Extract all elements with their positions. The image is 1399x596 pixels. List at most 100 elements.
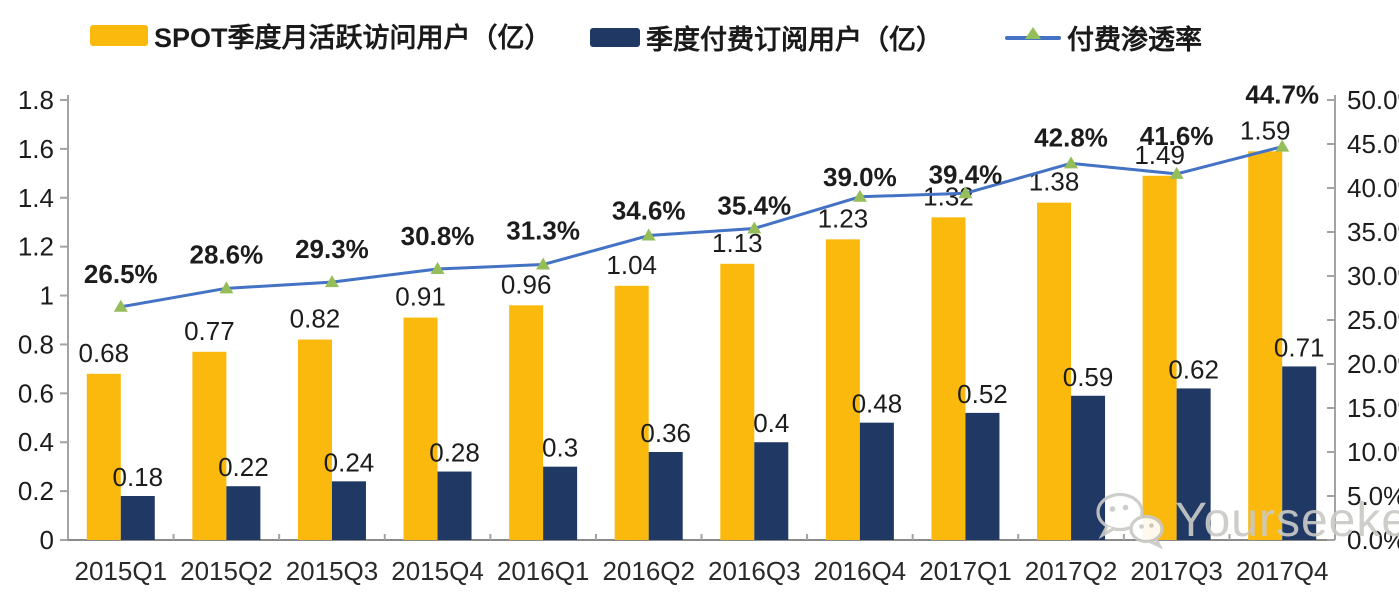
bar-mau	[86, 373, 121, 540]
bar-mau	[1248, 151, 1283, 541]
left-axis-tick-label: 0.8	[18, 329, 54, 359]
triangle-marker	[641, 228, 656, 241]
triangle-marker	[1064, 156, 1079, 169]
legend-item-penetration: 付费渗透率	[1005, 18, 1202, 57]
legend-label-mau: SPOT季度月活跃访问用户（亿）	[154, 23, 552, 53]
bar-subscribers	[120, 496, 155, 540]
legend-item-mau: SPOT季度月活跃访问用户（亿）	[90, 16, 552, 55]
bar-subscribers	[965, 412, 1000, 540]
bar-labels: 0.680.77 0.820.91 0.961.041.131.231.32 1.38…	[78, 115, 1324, 492]
bar-subscribers	[543, 466, 578, 540]
bars-mau	[86, 151, 1283, 541]
left-axis-tick-label: 1.8	[18, 85, 54, 115]
left-axis-tick-label: 0.4	[18, 427, 54, 457]
x-axis-label: 2016Q4	[814, 556, 907, 586]
subscriber-value-label: 0.71	[1274, 332, 1325, 362]
penetration-value-label: 26.5%	[84, 259, 158, 289]
triangle-marker	[113, 299, 128, 312]
mau-value-label: 1.49	[1134, 140, 1185, 170]
subscriber-value-label: 0.4	[753, 408, 789, 438]
left-axis-tick-label: 1	[40, 281, 54, 311]
x-axis-label: 2015Q2	[180, 556, 273, 586]
triangle-marker	[958, 186, 973, 199]
subscriber-value-label: 0.22	[218, 452, 269, 482]
triangle-marker	[852, 189, 867, 202]
penetration-value-label: 34.6%	[612, 196, 686, 226]
x-axis-label: 2015Q1	[75, 556, 168, 586]
bar-subscribers	[226, 486, 261, 540]
triangle-marker	[430, 261, 445, 274]
right-axis-tick-label: 25.0%	[1347, 305, 1399, 335]
left-axis-tick-label: 0.6	[18, 378, 54, 408]
axes: 0 0.2 0.4 0.6 0.8 1 1.2 1.4 1.6 1.8 0.0% 5.0% 10.0% 1…	[18, 85, 1399, 586]
penetration-line: 26.5% 28.6% 29.3% 30.8% 31.3% 34.6% 35.4% 39.0%…	[84, 80, 1319, 312]
bar-mau	[509, 305, 544, 540]
right-axis-tick-label: 50.0%	[1347, 85, 1399, 115]
triangle-marker	[219, 281, 234, 294]
legend-swatch-subscribers	[590, 28, 640, 47]
bars-subscribers	[120, 366, 1317, 540]
bar-mau	[1142, 175, 1177, 540]
mau-value-label: 0.91	[395, 282, 446, 312]
x-axis-label: 2017Q4	[1236, 556, 1329, 586]
penetration-value-label: 39.4%	[929, 159, 1003, 189]
penetration-value-label: 42.8%	[1034, 122, 1108, 152]
mau-value-label: 1.38	[1029, 167, 1080, 197]
subscriber-value-label: 0.36	[640, 418, 691, 448]
triangle-marker	[324, 275, 339, 288]
penetration-value-label: 30.8%	[401, 221, 475, 251]
right-axis-tick-label: 15.0%	[1347, 393, 1399, 423]
bar-mau	[931, 217, 966, 541]
penetration-value-label: 35.4%	[717, 190, 791, 220]
subscriber-value-label: 0.62	[1168, 354, 1219, 384]
legend-swatch-mau	[90, 25, 148, 46]
bar-mau	[720, 263, 755, 540]
mau-value-label: 1.59	[1240, 115, 1291, 145]
bar-subscribers	[437, 471, 472, 540]
left-axis-tick-label: 1.4	[18, 183, 54, 213]
right-axis-tick-label: 35.0%	[1347, 217, 1399, 247]
triangle-marker	[1169, 166, 1184, 179]
triangle-marker	[1275, 139, 1290, 152]
mau-value-label: 0.96	[501, 269, 552, 299]
bar-mau	[614, 285, 649, 540]
x-axis-label: 2017Q2	[1025, 556, 1118, 586]
subscriber-value-label: 0.59	[1063, 362, 1114, 392]
bar-subscribers	[754, 442, 789, 540]
subscriber-value-label: 0.48	[852, 389, 903, 419]
subscriber-value-label: 0.18	[112, 462, 163, 492]
subscriber-value-label: 0.3	[542, 433, 578, 463]
subscriber-value-label: 0.24	[324, 447, 375, 477]
mau-value-label: 0.82	[290, 304, 341, 334]
penetration-value-label: 44.7%	[1245, 80, 1319, 110]
bar-mau	[403, 317, 438, 540]
bar-subscribers	[1071, 395, 1106, 540]
x-axis-label: 2015Q3	[286, 556, 379, 586]
x-axis-label: 2016Q2	[602, 556, 695, 586]
bar-mau	[297, 339, 332, 540]
subscriber-value-label: 0.28	[429, 438, 480, 468]
legend: SPOT季度月活跃访问用户（亿） 季度付费订阅用户（亿） 付费渗透率	[0, 0, 1399, 60]
mau-value-label: 0.68	[78, 338, 129, 368]
left-axis-tick-label: 1.2	[18, 232, 54, 262]
legend-label-subscribers: 季度付费订阅用户（亿）	[646, 25, 943, 55]
bar-subscribers	[1282, 366, 1317, 540]
legend-item-subscribers: 季度付费订阅用户（亿）	[590, 18, 943, 57]
right-axis-tick-label: 40.0%	[1347, 173, 1399, 203]
right-axis-tick-label: 20.0%	[1347, 349, 1399, 379]
triangle-marker-icon	[1025, 26, 1041, 39]
x-axis-label: 2016Q1	[497, 556, 590, 586]
left-axis-tick-label: 0.2	[18, 476, 54, 506]
left-axis-tick-label: 1.6	[18, 134, 54, 164]
legend-line-marker-icon	[1005, 26, 1061, 40]
right-axis-tick-label: 10.0%	[1347, 437, 1399, 467]
right-axis-tick-label: 30.0%	[1347, 261, 1399, 291]
right-axis-tick-label: 0.0%	[1347, 525, 1399, 555]
left-axis-tick-label: 0	[40, 525, 54, 555]
x-axis-label: 2017Q3	[1130, 556, 1223, 586]
mau-value-label: 1.04	[606, 250, 657, 280]
bar-mau	[192, 351, 227, 540]
x-axis-label: 2017Q1	[919, 556, 1012, 586]
